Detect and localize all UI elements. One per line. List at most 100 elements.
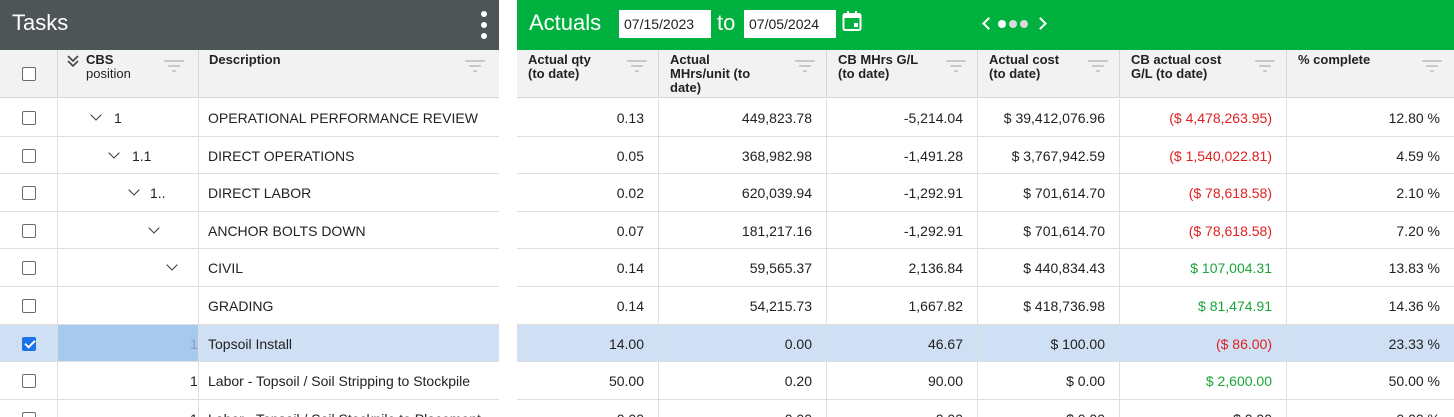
actual-cost-column-header[interactable]: Actual cost (to date)	[978, 50, 1120, 98]
chevron-left-icon[interactable]	[982, 17, 995, 30]
actual-qty-value: 0.02	[616, 185, 644, 202]
actual-mhrs-per-unit-cell: 59,565.37	[659, 249, 827, 286]
panel-divider[interactable]	[499, 0, 517, 417]
row-checkbox[interactable]	[22, 148, 36, 163]
table-row[interactable]: 0.14 54,215.73 1,667.82 $ 418,736.98 $ 81,47…	[517, 287, 1454, 325]
task-description: Labor - Topsoil / Soil Stockpile to Plac…	[208, 411, 481, 417]
select-all-column	[0, 50, 58, 98]
table-row[interactable]: 1 Labor - Topsoil / Soil Stockpile to Pla…	[0, 399, 499, 417]
table-row[interactable]: 0.05 368,982.98 -1,491.28 $ 3,767,942.59 ($ …	[517, 136, 1454, 175]
table-row[interactable]: ANCHOR BOLTS DOWN	[0, 211, 499, 250]
actual-qty-column-header[interactable]: Actual qty (to date)	[517, 50, 659, 98]
cbs-position-cell[interactable]: 1.1	[58, 136, 199, 174]
cbs-position-value: 1	[190, 411, 198, 417]
filter-icon[interactable]	[1422, 58, 1442, 72]
table-row[interactable]: CIVIL	[0, 249, 499, 287]
percent-complete-cell: 23.33 %	[1287, 325, 1454, 362]
row-select-cell	[0, 362, 58, 399]
task-description: CIVIL	[208, 260, 244, 277]
actual-mhrs-per-unit-cell: 0.20	[659, 362, 827, 399]
table-row[interactable]: GRADING	[0, 287, 499, 325]
cbs-position-cell[interactable]: 1..	[58, 174, 199, 211]
actual-qty-cell: 50.00	[517, 362, 659, 399]
table-row[interactable]: 0.14 59,565.37 2,136.84 $ 440,834.43 $ 107,0…	[517, 249, 1454, 287]
task-description: ANCHOR BOLTS DOWN	[208, 222, 366, 239]
actual-cost-value: $ 701,614.70	[1023, 222, 1105, 239]
date-to-input[interactable]	[744, 10, 836, 38]
table-row[interactable]: 1 Topsoil Install	[0, 324, 499, 363]
cbs-position-cell[interactable]: 1	[58, 324, 199, 362]
actuals-column-headers: Actual qty (to date) Actual MHrs/unit (to da…	[517, 50, 1454, 98]
filter-icon[interactable]	[465, 58, 485, 72]
table-row[interactable]: 1 OPERATIONAL PERFORMANCE REVIEW	[0, 99, 499, 137]
table-row[interactable]: 1.. DIRECT LABOR	[0, 174, 499, 212]
description-column-header[interactable]: Description	[199, 50, 499, 98]
select-all-checkbox[interactable]	[22, 67, 36, 81]
percent-complete-column-header[interactable]: % complete	[1287, 50, 1454, 98]
actual-qty-value: 0.13	[616, 110, 644, 126]
actual-cost-cell: $ 0.00	[978, 399, 1120, 417]
row-select-cell	[0, 211, 58, 249]
row-select-cell	[0, 324, 58, 362]
cbs-position-cell[interactable]	[58, 211, 199, 249]
cb-actual-cost-gl-column-header[interactable]: CB actual cost G/L (to date)	[1120, 50, 1287, 98]
table-row[interactable]: 1 Labor - Topsoil / Soil Stripping to Sto…	[0, 362, 499, 400]
row-checkbox[interactable]	[22, 299, 36, 313]
cb-mhrs-gl-value: -1,491.28	[903, 147, 963, 164]
row-select-cell	[0, 136, 58, 174]
cbs-position-cell[interactable]: 1	[58, 362, 199, 399]
cbs-position-cell[interactable]: 1	[58, 399, 199, 417]
row-checkbox[interactable]	[22, 223, 36, 238]
chevron-down-icon[interactable]	[108, 146, 120, 159]
table-row[interactable]: 0.00 0.00 0.00 $ 0.00 $ 0.00 0.00 %	[517, 399, 1454, 417]
more-vertical-icon[interactable]	[477, 11, 491, 39]
row-checkbox[interactable]	[22, 111, 36, 125]
row-checkbox[interactable]	[22, 336, 36, 351]
row-checkbox[interactable]	[22, 411, 36, 417]
actual-qty-cell: 0.07	[517, 211, 659, 249]
cb-mhrs-gl-column-header[interactable]: CB MHrs G/L (to date)	[827, 50, 978, 98]
date-from-input[interactable]	[619, 10, 711, 38]
filter-icon[interactable]	[795, 58, 815, 72]
cb-mhrs-gl-cell: -1,292.91	[827, 211, 978, 249]
actual-mhrs-per-unit-column-header[interactable]: Actual MHrs/unit (to date)	[659, 50, 827, 98]
percent-complete-value: 50.00 %	[1388, 373, 1440, 390]
chevron-down-icon[interactable]	[128, 184, 140, 196]
chevron-down-icon[interactable]	[90, 109, 102, 121]
filter-icon[interactable]	[946, 58, 966, 72]
percent-complete-cell: 14.36 %	[1287, 287, 1454, 324]
table-row[interactable]: 50.00 0.20 90.00 $ 0.00 $ 2,600.00 50.00 %	[517, 362, 1454, 400]
page-dot-2[interactable]	[1009, 20, 1017, 28]
cb-actual-cost-gl-value: ($ 78,618.58)	[1188, 185, 1272, 202]
table-row[interactable]: 1.1 DIRECT OPERATIONS	[0, 136, 499, 175]
actual-cost-value: $ 100.00	[1050, 335, 1106, 352]
cbs-position-cell[interactable]: 1	[58, 99, 199, 136]
cb-actual-cost-gl-cell: ($ 4,478,263.95)	[1120, 99, 1287, 136]
table-row[interactable]: 0.02 620,039.94 -1,292.91 $ 701,614.70 ($ 78…	[517, 174, 1454, 212]
chevron-right-icon[interactable]	[1034, 17, 1047, 30]
filter-icon[interactable]	[1088, 58, 1108, 72]
table-row[interactable]: 0.07 181,217.16 -1,292.91 $ 701,614.70 ($ 78…	[517, 211, 1454, 250]
cbs-position-cell[interactable]	[58, 287, 199, 324]
task-description: GRADING	[208, 298, 274, 314]
actual-mhrs-per-unit-cell: 181,217.16	[659, 211, 827, 249]
collapse-all-icon[interactable]	[66, 54, 80, 68]
calendar-icon[interactable]	[842, 10, 862, 32]
cbs-position-cell[interactable]	[58, 249, 199, 286]
page-dot-3[interactable]	[1020, 20, 1028, 28]
row-checkbox[interactable]	[22, 186, 36, 201]
table-row[interactable]: 0.13 449,823.78 -5,214.04 $ 39,412,076.96 ($…	[517, 99, 1454, 137]
row-checkbox[interactable]	[22, 374, 36, 389]
filter-icon[interactable]	[627, 58, 647, 72]
filter-icon[interactable]	[1255, 58, 1275, 72]
table-row[interactable]: 14.00 0.00 46.67 $ 100.00 ($ 86.00) 23.33 %	[517, 324, 1454, 363]
row-checkbox[interactable]	[22, 261, 36, 276]
chevron-down-icon[interactable]	[148, 222, 160, 234]
cbs-position-value: 1..	[150, 185, 166, 202]
actual-cost-value: $ 440,834.43	[1023, 260, 1105, 277]
cbs-position-column-header[interactable]: CBS position	[58, 50, 199, 98]
actual-qty-cell: 14.00	[517, 324, 659, 362]
chevron-down-icon[interactable]	[166, 259, 178, 272]
page-dot-1[interactable]	[998, 20, 1006, 28]
filter-icon[interactable]	[164, 58, 184, 72]
